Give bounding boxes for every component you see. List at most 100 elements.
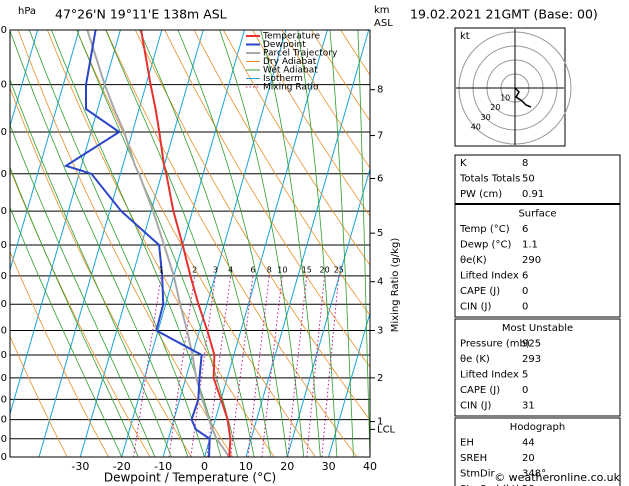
table-box xyxy=(454,154,621,204)
x-tick-label: 0 xyxy=(201,460,208,473)
mixing-ratio xyxy=(190,275,216,457)
mixing-ratio-label: 8 xyxy=(267,265,272,274)
row-name: EH xyxy=(460,438,474,449)
x-tick-label: -10 xyxy=(154,460,172,473)
dry-adiabat xyxy=(496,0,629,474)
y-tick-label: 700 xyxy=(0,326,7,337)
wet-adiabat xyxy=(297,30,338,457)
legend-label: Isotherm xyxy=(263,74,303,84)
isotherm xyxy=(79,30,204,457)
row-name: CIN (J) xyxy=(460,302,491,313)
mixing-ratio-label: 6 xyxy=(250,265,255,274)
row-value: 31 xyxy=(522,401,535,412)
row-value: 0 xyxy=(522,286,528,297)
row-value: 44 xyxy=(522,438,535,449)
wet-adiabat xyxy=(10,123,156,457)
wet-adiabat xyxy=(10,30,189,457)
x-tick-label: 40 xyxy=(363,460,377,473)
wet-adiabat xyxy=(219,30,305,457)
legend-label: Dry Adiabat xyxy=(263,57,317,67)
row-name: CAPE (J) xyxy=(460,385,500,396)
dry-adiabat xyxy=(222,30,370,266)
row-name: Dewp (°C) xyxy=(460,240,511,251)
hodo-ring-label: 40 xyxy=(471,123,481,132)
isotherm xyxy=(38,30,163,457)
dry-adiabat xyxy=(281,30,370,169)
row-value: 5 xyxy=(522,370,528,381)
isotherm xyxy=(328,311,370,457)
y-tick-label: 500 xyxy=(0,206,7,217)
row-name: Lifted Index xyxy=(460,370,519,381)
hodo-frame xyxy=(454,27,566,147)
x-tick-label: 20 xyxy=(280,460,294,473)
y2-tick-label: 2 xyxy=(377,373,383,384)
mixing-ratio xyxy=(287,275,308,457)
row-name: StmDir xyxy=(460,469,495,480)
hodo-ring-label: 20 xyxy=(490,103,500,112)
row-value: 925 xyxy=(522,339,541,350)
index-value: 8 xyxy=(522,158,528,169)
row-name: Pressure (mb) xyxy=(460,339,530,350)
wet-adiabat xyxy=(260,30,321,457)
row-value: 28 xyxy=(522,484,535,486)
mixing-ratio xyxy=(321,275,340,457)
wet-adiabat xyxy=(10,166,139,457)
y2-tick-label: 5 xyxy=(377,228,383,239)
wet-adiabat xyxy=(329,30,354,457)
row-name: Temp (°C) xyxy=(459,224,510,235)
legend-label: Parcel Trajectory xyxy=(263,49,338,59)
mixing-ratio xyxy=(261,275,283,457)
section-title: Surface xyxy=(518,209,556,220)
row-value: 20 xyxy=(522,453,535,464)
mixing-ratio xyxy=(206,275,232,457)
y2-label: Mixing Ratio (g/kg) xyxy=(390,238,401,333)
section-title: Hodograph xyxy=(510,422,565,433)
row-name: θe(K) xyxy=(460,255,487,266)
hodo-ring-label: 10 xyxy=(500,93,510,102)
y-tick-label: 400 xyxy=(0,127,7,138)
station: 47°26'N 19°11'E 138m ASL xyxy=(55,7,227,22)
y-tick-label: 1000 xyxy=(0,452,7,463)
legend-label: Mixing Ratio xyxy=(263,83,319,93)
table-box xyxy=(454,204,621,318)
plot-frame xyxy=(9,29,371,458)
x-tick-label: -20 xyxy=(113,460,131,473)
hodo-trace xyxy=(514,87,532,108)
run-date: 19.02.2021 21GMT (Base: 00) xyxy=(410,7,598,22)
row-value: 290 xyxy=(522,255,541,266)
y2-tick-label: 8 xyxy=(377,85,383,96)
y2-tick-label: 4 xyxy=(377,277,383,288)
x-label: Dewpoint / Temperature (°C) xyxy=(104,471,276,485)
mixing-ratio-label: 2 xyxy=(192,265,197,274)
y-tick-label: 350 xyxy=(0,80,7,91)
row-name: StmSpd (kt) xyxy=(460,484,520,486)
dry-adiabat xyxy=(252,30,370,217)
dry-adiabat xyxy=(10,335,68,457)
y-unit: hPa xyxy=(18,6,36,17)
y-tick-label: 600 xyxy=(0,271,7,282)
x-tick-label: 30 xyxy=(322,460,336,473)
plot xyxy=(10,0,629,474)
dry-adiabat xyxy=(17,30,234,457)
mixing-ratio-label: 20 xyxy=(320,265,330,274)
footer: © weatheronline.co.uk xyxy=(494,471,620,484)
isotherm xyxy=(286,167,370,457)
row-value: 1.1 xyxy=(522,240,538,251)
legend-label: Dewpoint xyxy=(263,40,306,50)
mixing-ratio xyxy=(133,275,162,457)
row-value: 348° xyxy=(522,469,546,480)
isotherm xyxy=(10,30,39,128)
dry-adiabat xyxy=(105,30,358,457)
isotherm xyxy=(204,30,328,457)
wet-adiabat xyxy=(10,78,172,457)
y-tick-label: 300 xyxy=(0,25,7,36)
profile-line xyxy=(140,30,232,457)
y2-unit: km xyxy=(374,5,390,16)
hodo-unit: kt xyxy=(460,31,470,42)
row-value: 0 xyxy=(522,302,528,313)
dry-adiabat xyxy=(385,0,629,474)
mixing-ratio xyxy=(306,275,326,457)
mixing-ratio-label: 15 xyxy=(302,265,312,274)
